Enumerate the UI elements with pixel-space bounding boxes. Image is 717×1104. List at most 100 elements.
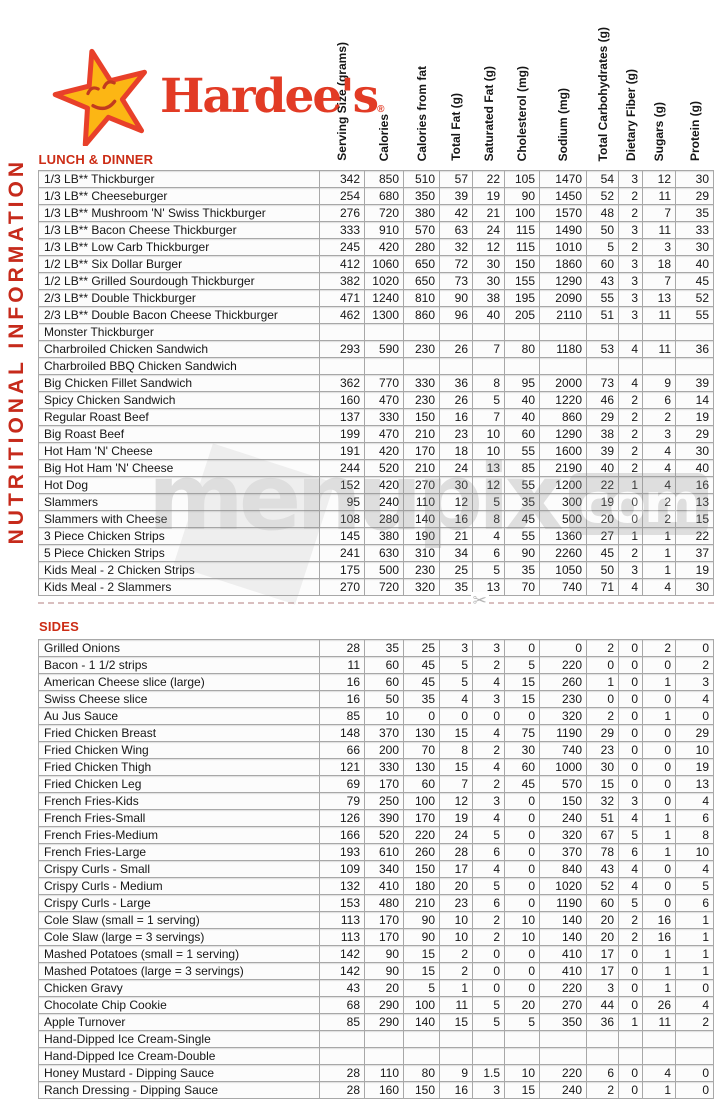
value-cell: 470	[364, 391, 404, 409]
item-name: Big Chicken Fillet Sandwich	[38, 374, 320, 392]
value-cell: 70	[403, 741, 440, 759]
value-cell: 7	[472, 408, 505, 426]
value-cell: 1	[642, 843, 676, 861]
value-cell: 1	[439, 979, 473, 997]
item-name: Swiss Cheese slice	[38, 690, 320, 708]
value-cell: 1300	[364, 306, 404, 324]
table-row: 1/3 LB** Thickburger 342 850 510 57 22 105 1470…	[38, 170, 714, 188]
value-cell: 0	[504, 894, 540, 912]
value-cell: 0	[642, 741, 676, 759]
value-cell: 80	[504, 340, 540, 358]
value-cell: 680	[364, 187, 404, 205]
value-cell: 21	[472, 204, 505, 222]
value-cell: 1000	[539, 758, 587, 776]
value-cell: 1	[618, 527, 643, 545]
value-cell: 54	[586, 170, 619, 188]
value-cell: 36	[675, 340, 714, 358]
value-cell: 2	[642, 408, 676, 426]
value-cell: 150	[403, 860, 440, 878]
item-name: Fried Chicken Thigh	[38, 758, 320, 776]
value-cell: 1	[618, 1013, 643, 1031]
value-cell: 5	[439, 656, 473, 674]
value-cell: 293	[319, 340, 365, 358]
value-cell: 1570	[539, 204, 587, 222]
value-cell: 220	[403, 826, 440, 844]
value-cell: 20	[586, 911, 619, 929]
value-cell: 6	[586, 1064, 619, 1082]
table-row: Cole Slaw (small = 1 serving) 113 170 90 10 2…	[38, 911, 714, 929]
value-cell: 43	[586, 860, 619, 878]
item-name: Slammers with Cheese	[38, 510, 320, 528]
value-cell: 115	[504, 238, 540, 256]
value-cell: 0	[618, 945, 643, 963]
column-header-label: Cholesterol (mg)	[515, 65, 529, 161]
value-cell: 4	[472, 527, 505, 545]
registered-mark: ®	[377, 103, 385, 115]
value-cell: 205	[504, 306, 540, 324]
value-cell: 80	[403, 1064, 440, 1082]
item-name: 2/3 LB** Double Bacon Cheese Thickburger	[38, 306, 320, 324]
tables-area: LUNCH & DINNER Serving Size (grams) Calor…	[38, 10, 714, 1099]
value-cell	[403, 357, 440, 375]
value-cell: 0	[504, 962, 540, 980]
value-cell: 2	[439, 962, 473, 980]
table-row: Big Chicken Fillet Sandwich 362 770 330 36 8 9…	[38, 374, 714, 392]
value-cell: 0	[472, 979, 505, 997]
value-cell: 60	[586, 255, 619, 273]
value-cell: 145	[319, 527, 365, 545]
table-row: 2/3 LB** Double Thickburger 471 1240 810 90 3…	[38, 289, 714, 307]
value-cell: 36	[586, 1013, 619, 1031]
item-name: Cole Slaw (large = 3 servings)	[38, 928, 320, 946]
value-cell: 270	[319, 578, 365, 596]
value-cell	[675, 357, 714, 375]
value-cell: 0	[618, 979, 643, 997]
value-cell: 40	[675, 459, 714, 477]
value-cell: 650	[403, 272, 440, 290]
table-row: Hot Ham 'N' Cheese 191 420 170 18 10 55 1600 39 2…	[38, 442, 714, 460]
value-cell: 4	[618, 877, 643, 895]
value-cell: 500	[364, 561, 404, 579]
value-cell: 4	[472, 809, 505, 827]
value-cell: 15	[439, 724, 473, 742]
value-cell: 4	[618, 809, 643, 827]
value-cell: 12	[642, 170, 676, 188]
value-cell: 0	[586, 690, 619, 708]
value-cell: 20	[504, 996, 540, 1014]
value-cell: 45	[504, 510, 540, 528]
value-cell: 40	[504, 408, 540, 426]
value-cell	[539, 1030, 587, 1048]
item-name: Hot Ham 'N' Cheese	[38, 442, 320, 460]
value-cell: 3	[439, 639, 473, 657]
item-name: Charbroiled Chicken Sandwich	[38, 340, 320, 358]
column-header-label: Total Fat (g)	[449, 93, 463, 161]
value-cell: 95	[504, 374, 540, 392]
value-cell: 1290	[539, 272, 587, 290]
value-cell: 4	[675, 860, 714, 878]
item-name: Apple Turnover	[38, 1013, 320, 1031]
value-cell: 46	[586, 391, 619, 409]
value-cell: 1	[642, 962, 676, 980]
value-cell: 200	[364, 741, 404, 759]
value-cell: 109	[319, 860, 365, 878]
value-cell: 7	[472, 340, 505, 358]
value-cell: 2	[618, 238, 643, 256]
value-cell: 0	[586, 656, 619, 674]
value-cell: 30	[675, 442, 714, 460]
value-cell: 85	[504, 459, 540, 477]
value-cell: 37	[675, 544, 714, 562]
table-row: 1/3 LB** Mushroom 'N' Swiss Thickburger 2…	[38, 204, 714, 222]
value-cell: 3	[472, 1081, 505, 1099]
value-cell: 150	[539, 792, 587, 810]
value-cell	[439, 323, 473, 341]
value-cell: 3	[586, 979, 619, 997]
column-header: Total Fat (g)	[440, 10, 473, 171]
value-cell: 570	[539, 775, 587, 793]
value-cell: 3	[472, 639, 505, 657]
value-cell: 190	[403, 527, 440, 545]
value-cell: 73	[439, 272, 473, 290]
value-cell: 6	[472, 894, 505, 912]
value-cell: 10	[439, 911, 473, 929]
table-row: American Cheese slice (large) 16 60 45 5 4 15 2…	[38, 673, 714, 691]
value-cell: 36	[439, 374, 473, 392]
value-cell: 5	[472, 826, 505, 844]
